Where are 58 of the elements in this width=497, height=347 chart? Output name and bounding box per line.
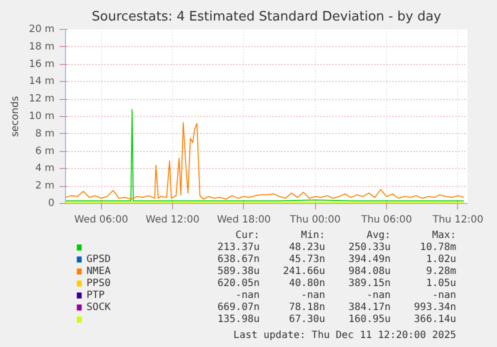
text: Max: [432, 230, 456, 241]
text: 45.73n [289, 254, 326, 265]
text: 67.30u [289, 314, 326, 325]
text: 160.95u [348, 314, 391, 325]
x-tick-label: Wed 06:00 [74, 214, 128, 226]
y-tick-label: 8 m [35, 128, 55, 140]
text: -nan [432, 290, 456, 301]
x-tick-label: Wed 18:00 [217, 214, 271, 226]
legend-label: GPSD [86, 254, 111, 265]
text: 638.67n [217, 254, 260, 265]
text: 241.66u [283, 266, 326, 277]
x-tick-label: Thu 12:00 [432, 214, 484, 226]
y-tick-label: 18 m [28, 41, 55, 52]
legend-label: NMEA [86, 266, 111, 277]
text: 9.28m [426, 266, 456, 277]
x-tick-label: Wed 12:00 [146, 214, 200, 226]
text: 250.33u [348, 242, 391, 253]
text: 589.38u [217, 266, 260, 277]
text: -nan [366, 290, 391, 301]
chart-title: Sourcestats: 4 Estimated Standard Deviation - by day [92, 10, 442, 24]
text: 78.18n [289, 302, 326, 313]
text: 48.23u [289, 242, 326, 253]
text: 40.80n [289, 278, 326, 289]
y-tick-label: 10 m [28, 111, 55, 122]
text: 384.17n [348, 302, 391, 313]
text: 1.05u [426, 278, 456, 289]
text: 669.07n [217, 302, 260, 313]
text: 366.14u [414, 314, 456, 325]
text: -nan [236, 290, 260, 301]
text: 394.49n [348, 254, 391, 265]
text: Avg: [366, 230, 391, 241]
text: 10.78m [420, 242, 456, 253]
x-tick-label: Thu 00:00 [288, 214, 341, 226]
text: 135.98u [217, 314, 260, 325]
y-tick-label: 0 [48, 198, 55, 209]
legend-label: PTP [86, 290, 105, 301]
y-axis-title: seconds [10, 96, 21, 137]
y-tick-label: 12 m [28, 94, 55, 105]
text: -nan [301, 290, 326, 301]
text: 1.02u [426, 254, 456, 265]
legend-label: PPS0 [86, 278, 111, 289]
y-tick-label: 20 m [28, 24, 55, 35]
y-tick-label: 6 m [35, 146, 55, 157]
text: 389.15n [348, 278, 391, 289]
text: Cur: [236, 230, 260, 241]
text: Min: [301, 230, 326, 241]
text: 984.08u [348, 266, 391, 277]
y-tick-label: 14 m [28, 76, 55, 88]
text: 620.05n [217, 278, 260, 289]
y-tick-label: 16 m [28, 58, 55, 70]
text: Last update: Thu Dec 11 12:20:00 2025 [233, 330, 456, 341]
y-tick-label: 4 m [35, 163, 55, 174]
legend-label: SOCK [86, 302, 111, 313]
x-tick-label: Thu 06:00 [360, 214, 412, 226]
text: 213.37u [217, 242, 260, 253]
y-tick-label: 2 m [35, 180, 55, 192]
text: 993.34n [414, 302, 456, 313]
line-series [66, 122, 464, 200]
